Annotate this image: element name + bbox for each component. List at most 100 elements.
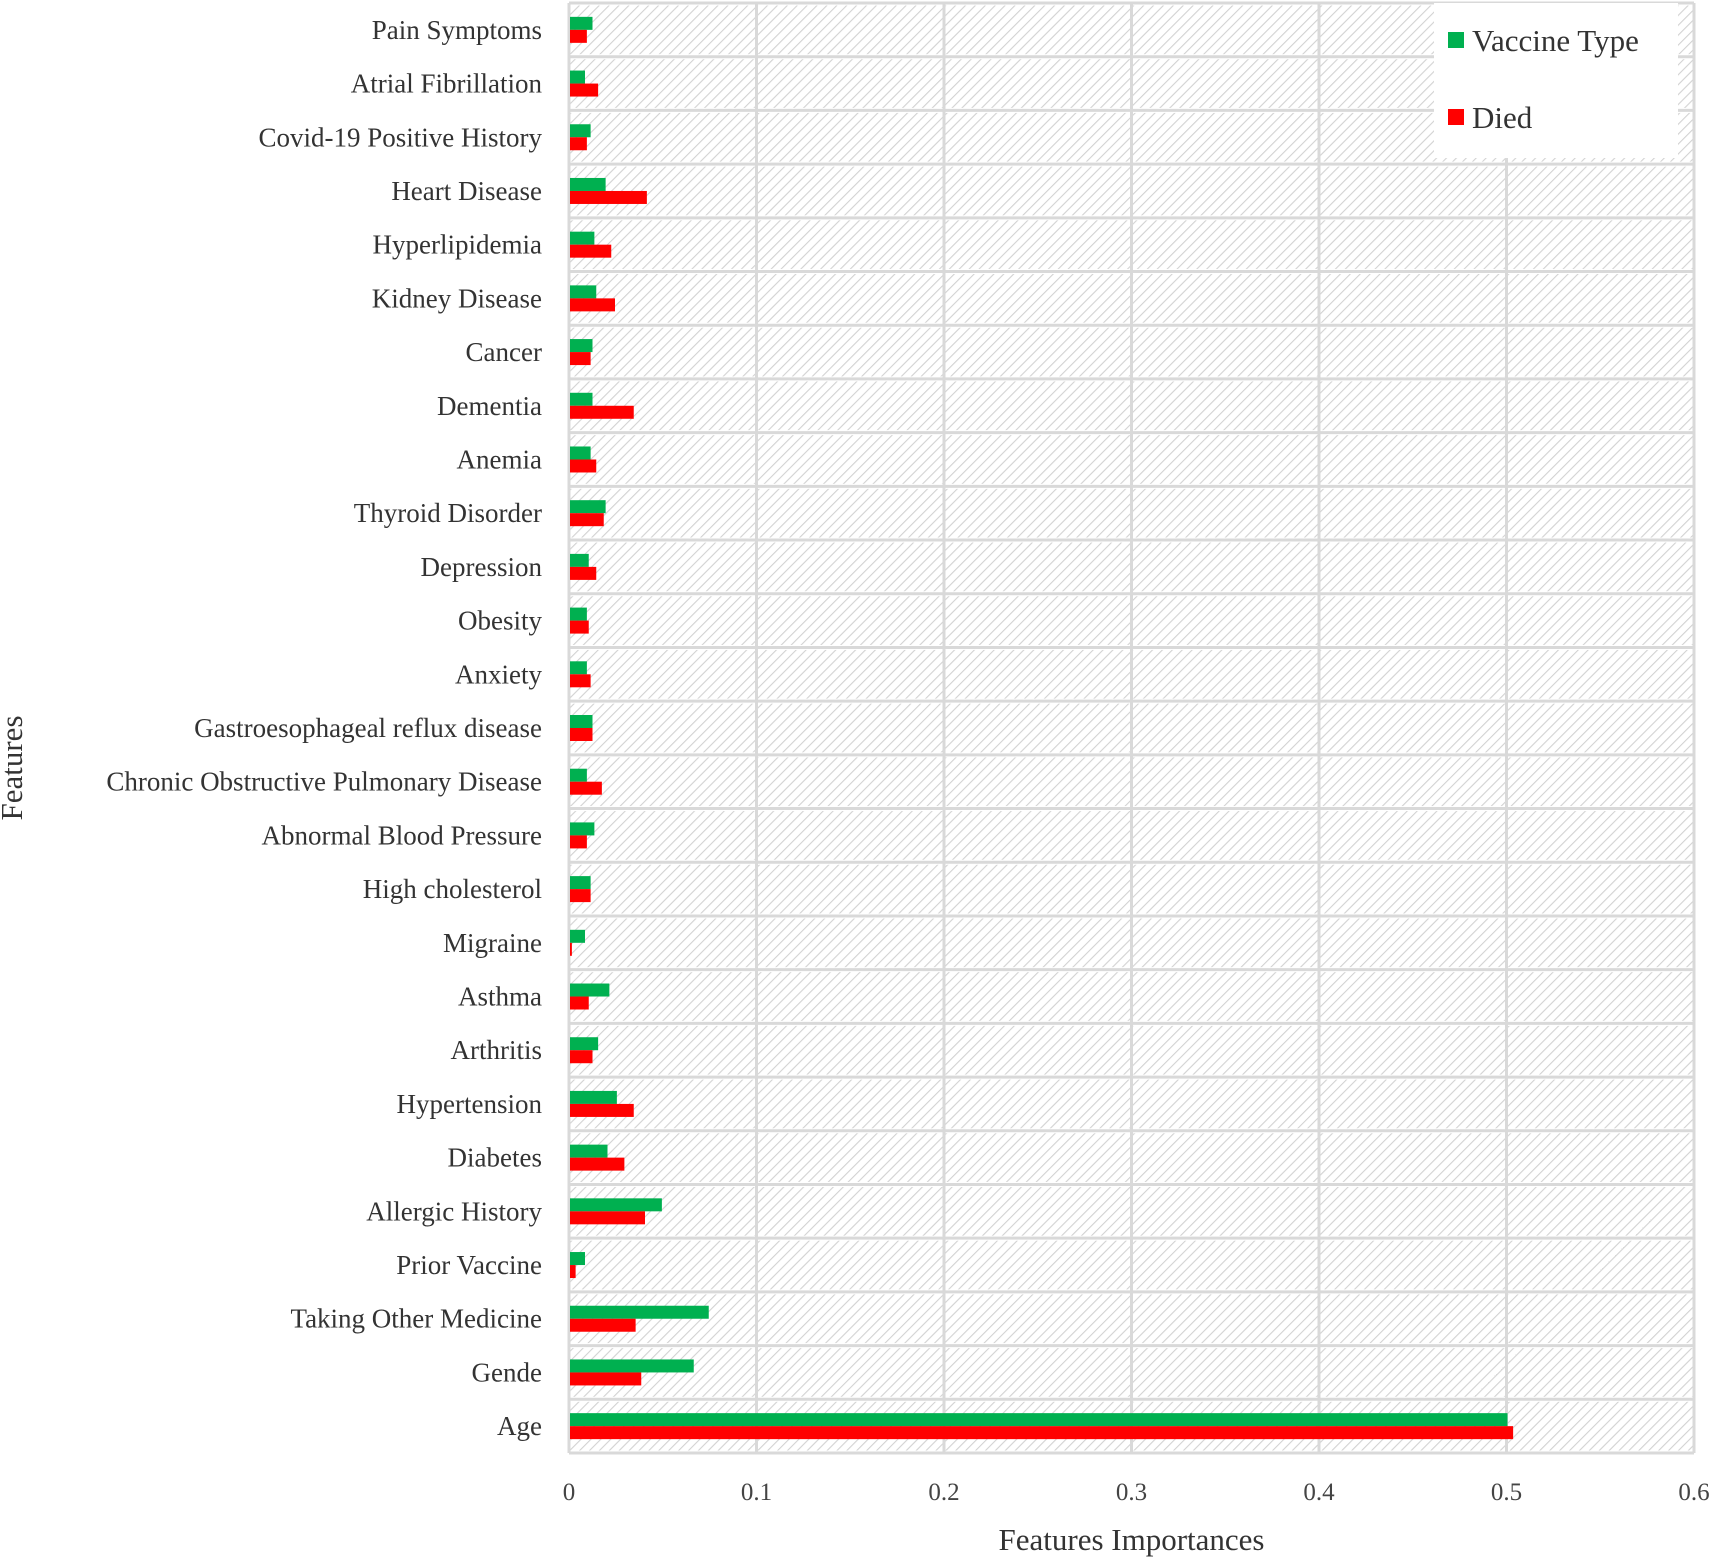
bar-died-gastroesophageal-reflux-disease: [570, 728, 593, 741]
bar-vaccine-type-hypertension: [570, 1090, 617, 1104]
legend-label-died: Died: [1472, 100, 1533, 135]
category-label: Gastroesophageal reflux disease: [194, 713, 542, 743]
x-tick-label: 0: [563, 1479, 576, 1506]
x-axis-title: Features Importances: [999, 1522, 1265, 1557]
category-label: Thyroid Disorder: [354, 498, 542, 528]
bar-vaccine-type-thyroid-disorder: [570, 500, 606, 514]
legend-swatch-died: [1448, 109, 1464, 125]
x-tick-label: 0.4: [1303, 1479, 1335, 1506]
category-label: Pain Symptoms: [372, 15, 542, 45]
category-label: Kidney Disease: [372, 283, 542, 313]
category-label: Age: [497, 1411, 542, 1441]
category-label: Migraine: [443, 928, 542, 958]
category-label: Asthma: [458, 982, 542, 1012]
category-label: Hyperlipidemia: [373, 230, 542, 260]
bar-died-atrial-fibrillation: [570, 83, 599, 97]
y-axis-title: Features: [0, 715, 29, 820]
category-label: Atrial Fibrillation: [351, 69, 543, 99]
category-label: Anemia: [457, 444, 542, 474]
bar-vaccine-type-hyperlipidemia: [570, 231, 595, 245]
category-label: Covid-19 Positive History: [258, 122, 542, 152]
bar-died-age: [570, 1426, 1514, 1440]
category-label: Diabetes: [448, 1143, 542, 1173]
bar-vaccine-type-abnormal-blood-pressure: [570, 822, 595, 836]
bar-died-diabetes: [570, 1157, 625, 1171]
bar-died-thyroid-disorder: [570, 513, 604, 527]
bar-vaccine-type-dementia: [570, 392, 593, 406]
bar-vaccine-type-asthma: [570, 983, 610, 997]
bars: [570, 16, 1514, 1440]
bar-died-arthritis: [570, 1050, 593, 1064]
x-tick-label: 0.3: [1116, 1479, 1147, 1506]
bar-vaccine-type-atrial-fibrillation: [570, 70, 585, 84]
category-label: Anxiety: [455, 659, 542, 689]
bar-died-hypertension: [570, 1103, 634, 1117]
bar-died-chronic-obstructive-pulmonary-disease: [570, 781, 602, 795]
bar-vaccine-type-covid-19-positive-history: [570, 124, 591, 138]
legend-swatch-vaccine-type: [1448, 32, 1464, 48]
bar-vaccine-type-depression: [570, 553, 589, 567]
legend: Vaccine Type Died: [1434, 3, 1678, 158]
bar-died-covid-19-positive-history: [570, 137, 587, 151]
bar-vaccine-type-diabetes: [570, 1144, 608, 1158]
bar-vaccine-type-taking-other-medicine: [570, 1305, 709, 1319]
bar-died-pain-symptoms: [570, 29, 587, 43]
bar-vaccine-type-high-cholesterol: [570, 876, 591, 890]
bar-vaccine-type-kidney-disease: [570, 285, 597, 299]
bar-died-asthma: [570, 996, 589, 1010]
category-label: Abnormal Blood Pressure: [262, 820, 542, 850]
bar-vaccine-type-gende: [570, 1359, 694, 1373]
category-label: Depression: [421, 552, 543, 582]
bar-died-gende: [570, 1372, 642, 1386]
bar-vaccine-type-cancer: [570, 339, 593, 353]
x-tick-labels: 0 0.1 0.2 0.3 0.4 0.5 0.6: [563, 1479, 1710, 1506]
legend-label-vaccine-type: Vaccine Type: [1472, 23, 1639, 58]
bar-died-migraine: [570, 942, 572, 956]
bar-died-obesity: [570, 620, 589, 634]
bar-vaccine-type-chronic-obstructive-pulmonary-disease: [570, 768, 587, 782]
category-label: High cholesterol: [363, 874, 542, 904]
bar-vaccine-type-anemia: [570, 446, 591, 460]
bar-vaccine-type-gastroesophageal-reflux-disease: [570, 715, 593, 728]
category-labels: Age Gende Taking Other Medicine Prior Vacci…: [106, 15, 542, 1441]
bar-died-heart-disease: [570, 190, 647, 204]
bar-died-anxiety: [570, 674, 591, 688]
category-label: Heart Disease: [391, 176, 542, 206]
bar-vaccine-type-arthritis: [570, 1037, 599, 1051]
bar-died-cancer: [570, 352, 591, 366]
category-label: Prior Vaccine: [396, 1250, 542, 1280]
category-label: Dementia: [437, 391, 542, 421]
gridlines: [567, 1, 1696, 1455]
bar-vaccine-type-allergic-history: [570, 1198, 662, 1212]
category-label: Arthritis: [451, 1035, 543, 1065]
category-label: Obesity: [458, 606, 542, 636]
bar-died-dementia: [570, 405, 634, 419]
bar-vaccine-type-anxiety: [570, 661, 587, 675]
bar-died-hyperlipidemia: [570, 244, 612, 258]
category-label: Chronic Obstructive Pulmonary Disease: [106, 767, 542, 797]
bar-died-high-cholesterol: [570, 889, 591, 903]
category-label: Gende: [472, 1357, 542, 1387]
category-label: Taking Other Medicine: [290, 1304, 542, 1334]
x-tick-label: 0.2: [928, 1479, 959, 1506]
bar-died-kidney-disease: [570, 298, 615, 312]
bar-died-depression: [570, 566, 597, 580]
bar-died-allergic-history: [570, 1211, 645, 1225]
legend-background: [1434, 3, 1678, 158]
bar-vaccine-type-pain-symptoms: [570, 16, 593, 30]
bar-vaccine-type-heart-disease: [570, 177, 606, 191]
x-tick-label: 0.5: [1491, 1479, 1522, 1506]
category-label: Hypertension: [397, 1089, 543, 1119]
bar-died-abnormal-blood-pressure: [570, 835, 587, 849]
bar-died-prior-vaccine: [570, 1265, 576, 1279]
bar-vaccine-type-migraine: [570, 929, 585, 943]
bar-died-taking-other-medicine: [570, 1318, 636, 1332]
bar-vaccine-type-age: [570, 1413, 1508, 1427]
bar-vaccine-type-obesity: [570, 607, 587, 621]
x-tick-label: 0.6: [1678, 1479, 1709, 1506]
bar-vaccine-type-prior-vaccine: [570, 1252, 585, 1266]
x-tick-label: 0.1: [741, 1479, 772, 1506]
category-label: Allergic History: [366, 1196, 542, 1226]
